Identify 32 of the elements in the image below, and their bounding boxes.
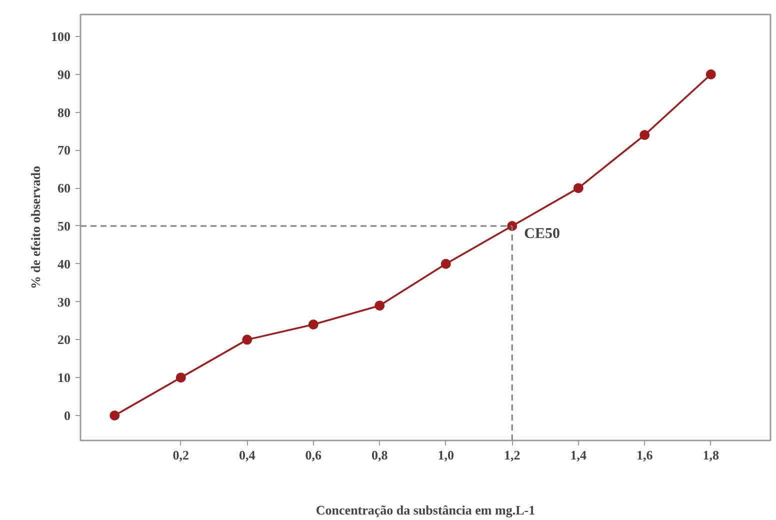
x-axis-title: Concentração da substância em mg.L-1 [316, 502, 536, 518]
x-tick-label: 0,6 [305, 448, 322, 462]
point [242, 334, 252, 345]
y-tick-label: 20 [58, 332, 70, 348]
y-tick-label: 40 [58, 256, 70, 272]
point [176, 372, 186, 383]
y-tick-label: 100 [51, 28, 70, 44]
x-tick-label: 1,0 [438, 448, 454, 462]
x-tick-label: 1,6 [636, 448, 654, 462]
x-tick-label: 0,4 [238, 448, 256, 462]
point [573, 183, 584, 194]
point [308, 320, 318, 330]
point [640, 130, 650, 140]
point [440, 258, 451, 269]
x-tick-label: 1,8 [702, 448, 720, 462]
point [110, 410, 120, 420]
point [706, 69, 716, 80]
y-tick-label: 60 [58, 180, 70, 196]
y-tick-label: 70 [58, 142, 70, 158]
y-tick-label: 90 [58, 66, 70, 82]
y-tick-label: 10 [58, 370, 70, 386]
annotation: CE50 [524, 226, 560, 242]
x-tick-label: 1,4 [570, 448, 587, 462]
y-tick-label: 0 [64, 408, 70, 423]
x-tick-label: 1,2 [504, 448, 520, 462]
x-tick-label: 0,2 [172, 448, 189, 462]
point [374, 300, 385, 311]
y-tick-label: 30 [58, 294, 70, 310]
y-tick-label: 50 [58, 218, 70, 234]
y-axis-title: % de efeito observado [28, 166, 43, 290]
x-tick-label: 0,8 [371, 448, 388, 462]
y-tick-label: 80 [58, 104, 70, 120]
